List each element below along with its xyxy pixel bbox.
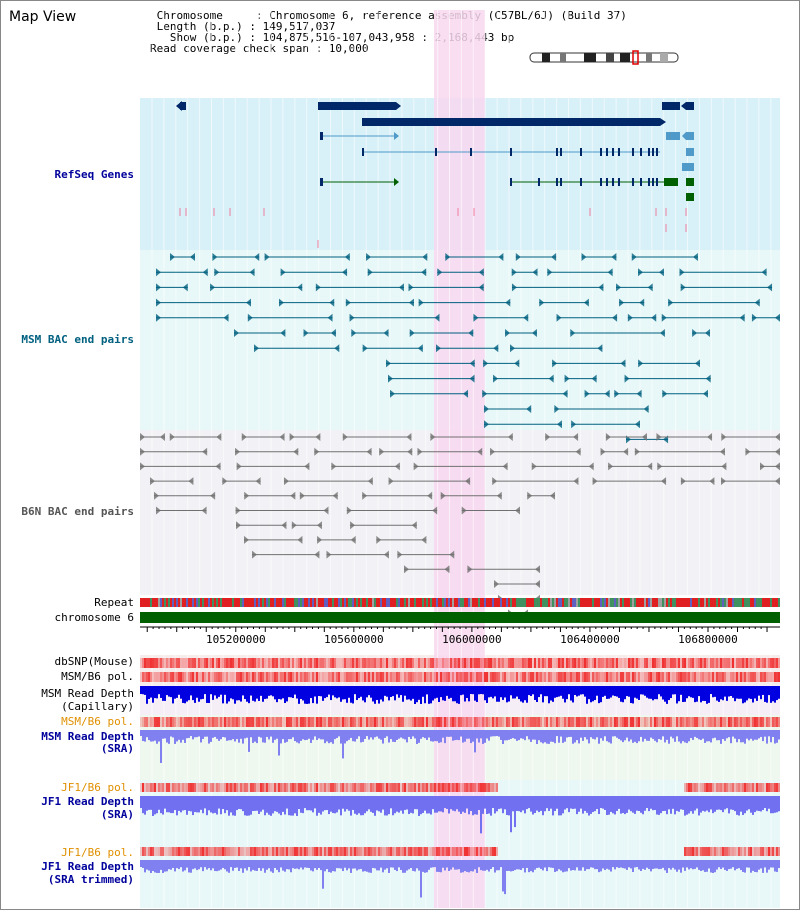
- b6n-bac-track-label[interactable]: B6N BAC end pairs: [21, 505, 134, 518]
- axis-tick-label: 106800000: [678, 633, 738, 646]
- dbsnp-track-label: dbSNP(Mouse): [54, 655, 134, 668]
- msm-b6-pol-label: MSM/B6 pol.: [61, 670, 134, 683]
- jf1-read-depth-trimmed-label: JF1 Read Depth: [41, 860, 134, 873]
- sra-trimmed-label: (SRA trimmed): [47, 873, 134, 886]
- jf1-b6-pol-track: [140, 783, 780, 792]
- jf1-depth-sra-track: [140, 796, 780, 834]
- jf1-read-depth-sra-label: JF1 Read Depth: [41, 795, 134, 808]
- msm-depth-capillary-track: [140, 686, 780, 704]
- msm-sra-label: (SRA): [100, 742, 134, 755]
- grid-lines: [151, 10, 772, 908]
- axis-tick-label: 105600000: [324, 633, 384, 646]
- repeat-track-label: Repeat: [94, 596, 134, 609]
- msm-read-depth-sra-label: MSM Read Depth: [41, 730, 134, 743]
- position-axis: [140, 626, 780, 632]
- axis-tick-label: 106400000: [560, 633, 620, 646]
- info-line-length: Length (b.p.) : 149,517,037: [150, 20, 336, 33]
- b6n-bac-end-pairs-track[interactable]: [140, 433, 780, 618]
- msm-b6-pol-track: [140, 672, 780, 682]
- refseq-genes-track[interactable]: [176, 101, 694, 248]
- msm-b6-pol-label-2: MSM/B6 pol.: [61, 715, 134, 728]
- ideogram-position-marker: [632, 50, 639, 65]
- msm-b6-pol-track-2: [140, 717, 780, 727]
- msm-read-depth-label: MSM Read Depth: [41, 687, 134, 700]
- repeat-track: [140, 598, 780, 607]
- jf1-sra-label: (SRA): [100, 808, 134, 821]
- jf1-depth-trimmed-track: [140, 860, 780, 898]
- msm-depth-sra-track: [140, 730, 780, 764]
- capillary-label: (Capillary): [61, 700, 134, 713]
- jf1-b6-pol-label-2: JF1/B6 pol.: [61, 846, 134, 859]
- jf1-b6-pol-label: JF1/B6 pol.: [61, 781, 134, 794]
- highlight-region: [434, 10, 485, 908]
- msm-bac-track-label[interactable]: MSM BAC end pairs: [21, 333, 134, 346]
- chromosome-ideogram[interactable]: [529, 50, 679, 65]
- chromosome-bar: [140, 612, 780, 623]
- refseq-track-label[interactable]: RefSeq Genes: [54, 168, 134, 181]
- dbsnp-track: [140, 658, 780, 668]
- jf1-b6-pol-track-2: [140, 847, 780, 856]
- chromosome-track-label: chromosome 6: [54, 611, 134, 624]
- axis-tick-label: 105200000: [205, 633, 266, 646]
- page-title: Map View: [9, 9, 77, 25]
- msm-bac-end-pairs-track[interactable]: [156, 253, 780, 444]
- axis-tick-label: 106000000: [442, 633, 502, 646]
